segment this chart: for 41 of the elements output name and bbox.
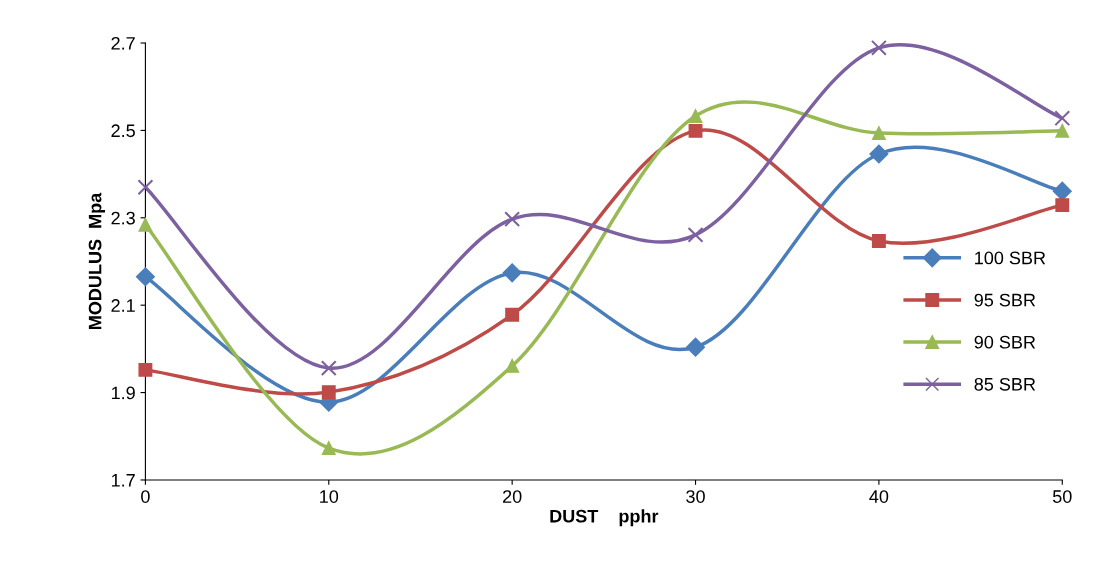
point bbox=[502, 263, 522, 283]
point bbox=[871, 126, 886, 140]
point bbox=[687, 226, 704, 243]
x-tick-label: 50 bbox=[1052, 490, 1072, 503]
legend-label: 100 SBR bbox=[975, 251, 1046, 265]
point bbox=[1054, 110, 1071, 127]
point bbox=[320, 360, 337, 377]
y-tick-label: 2.3 bbox=[111, 211, 135, 225]
legend-label: 85 SBR bbox=[974, 377, 1036, 391]
point bbox=[505, 358, 520, 373]
point bbox=[138, 362, 153, 377]
y-tick-label: 2.1 bbox=[111, 299, 135, 312]
point bbox=[1052, 181, 1072, 201]
point bbox=[688, 123, 703, 138]
x-tick-label: 30 bbox=[686, 490, 705, 503]
y-tick-label: 1.9 bbox=[111, 386, 135, 400]
legend-label: 95 SBR bbox=[974, 293, 1036, 307]
point bbox=[135, 267, 155, 287]
point bbox=[321, 441, 336, 456]
point bbox=[685, 337, 706, 357]
x-tick-label: 20 bbox=[503, 490, 522, 503]
legend-label: 90 SBR bbox=[974, 335, 1036, 349]
point bbox=[688, 109, 703, 123]
point bbox=[871, 234, 886, 248]
point bbox=[321, 385, 336, 400]
point bbox=[138, 217, 153, 232]
y-tick-label: 1.7 bbox=[111, 474, 135, 487]
point bbox=[504, 211, 521, 228]
point bbox=[870, 39, 887, 56]
x-tick-label: 40 bbox=[869, 490, 889, 503]
point bbox=[1055, 123, 1070, 138]
x-axis-title: DUST pphr bbox=[550, 509, 659, 527]
point bbox=[1055, 198, 1070, 213]
point bbox=[137, 179, 154, 196]
y-axis-title: MODULUS Mpa bbox=[88, 192, 106, 329]
x-tick-label: 0 bbox=[141, 490, 150, 503]
y-tick-label: 2.5 bbox=[111, 124, 135, 138]
x-tick-label: 10 bbox=[320, 490, 339, 503]
y-tick-label: 2.7 bbox=[111, 36, 135, 50]
point bbox=[505, 307, 520, 322]
point bbox=[869, 144, 889, 164]
